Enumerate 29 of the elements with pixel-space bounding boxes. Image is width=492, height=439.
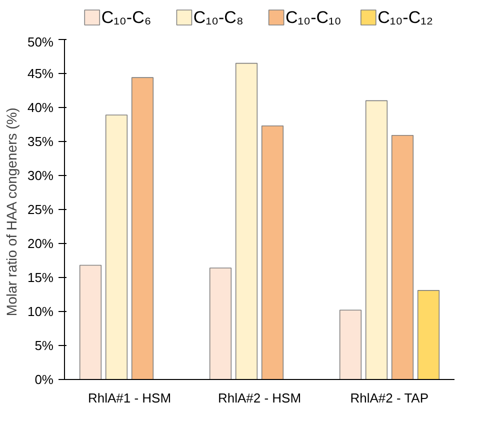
y-tick-label: 10% bbox=[27, 304, 54, 319]
bar bbox=[79, 264, 102, 380]
legend-label: C₁₀-C₁₂ bbox=[378, 8, 433, 27]
y-tick-label: 40% bbox=[27, 100, 54, 115]
bar bbox=[131, 77, 154, 380]
y-axis-title: Molar ratio of HAA congeners (%) bbox=[3, 108, 20, 316]
y-tick-label: 50% bbox=[27, 34, 54, 50]
bar bbox=[365, 100, 388, 380]
legend-label: C₁₀-C₁₀ bbox=[286, 8, 342, 27]
y-tick-label: 20% bbox=[27, 236, 54, 251]
y-tick-label: 35% bbox=[27, 134, 54, 149]
bar bbox=[209, 268, 232, 380]
y-tick-label: 30% bbox=[27, 168, 54, 183]
x-tick-label: RhlA#2 - TAP bbox=[350, 390, 429, 406]
x-tick-label: RhlA#1 - HSM bbox=[88, 390, 172, 406]
y-tick-label: 0% bbox=[34, 372, 54, 387]
legend-label: C₁₀-C₆ bbox=[101, 8, 152, 27]
bar bbox=[417, 290, 440, 380]
legend-label: C₁₀-C₈ bbox=[193, 8, 244, 27]
x-tick-label: RhlA#2 - HSM bbox=[218, 390, 302, 406]
y-tick-label: 45% bbox=[27, 66, 54, 81]
y-tick-label: 15% bbox=[27, 270, 54, 285]
y-tick-label: 25% bbox=[27, 202, 54, 217]
y-tick-label: 5% bbox=[34, 338, 54, 353]
bar bbox=[261, 125, 284, 380]
bar bbox=[391, 134, 414, 380]
bar bbox=[105, 114, 128, 380]
bar bbox=[339, 310, 362, 380]
bar bbox=[235, 62, 258, 380]
